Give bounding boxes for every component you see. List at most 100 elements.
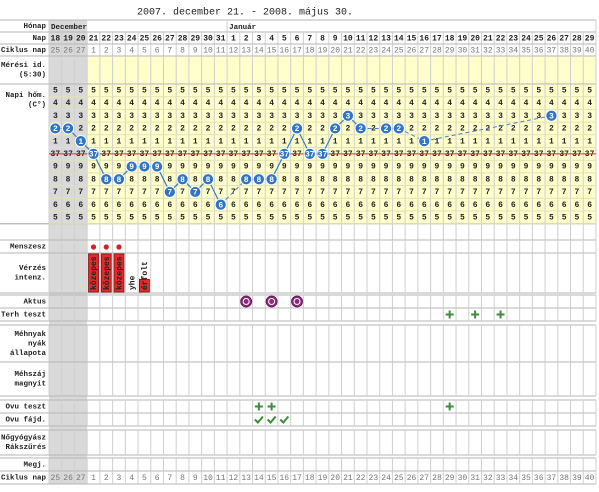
temp-cell: 7	[524, 188, 529, 197]
temp-cell: 6	[244, 201, 249, 210]
temp-cell: 6	[282, 201, 287, 210]
temp-cell: 6	[117, 201, 122, 210]
temp-cell: 7	[78, 188, 83, 197]
temp-cell: 8	[396, 175, 401, 184]
chart-title: 2007. december 21. - 2008. május 30.	[137, 7, 353, 19]
temp-cell: 37	[521, 150, 531, 159]
menses-dot	[90, 244, 97, 250]
cycle-day: 38	[559, 474, 569, 483]
temp-cell: 8	[409, 175, 414, 184]
temp-cell: 2	[460, 125, 465, 134]
temp-cell: 2	[129, 125, 134, 134]
temp-cell: 8	[549, 175, 554, 184]
cycle-day: 36	[534, 474, 544, 483]
cycle-day: 8	[180, 47, 185, 56]
temp-cell: 7	[180, 188, 185, 197]
temp-cell: 1	[409, 137, 414, 146]
row-label: Ciklus nap	[1, 474, 47, 482]
row-label: állapota	[10, 350, 47, 358]
temp-point	[418, 135, 431, 148]
day-number: 30	[203, 35, 213, 44]
temp-cell: 6	[142, 201, 147, 210]
temp-cell: 1	[66, 137, 71, 146]
temp-cell: 9	[358, 163, 363, 172]
temp-cell: 5	[231, 86, 236, 95]
temp-cell: 37	[190, 150, 200, 159]
temp-cell: 37	[267, 150, 277, 159]
temp-cell: 4	[231, 99, 236, 108]
temp-point-label: 8	[244, 176, 249, 185]
temp-cell: 1	[574, 137, 579, 146]
temp-cell: 1	[104, 137, 109, 146]
temp-cell: 4	[180, 99, 185, 108]
cycle-day: 29	[445, 474, 455, 483]
temp-cell: 1	[180, 137, 185, 146]
row-label: magnyit	[14, 381, 46, 389]
temp-cell: 9	[562, 163, 567, 172]
temp-point	[545, 109, 558, 122]
temp-point	[290, 122, 304, 135]
temp-cell: 37	[254, 150, 264, 159]
temp-cell: 5	[384, 213, 389, 222]
temp-cell: 37	[216, 150, 226, 159]
day-number: 4	[269, 35, 274, 44]
temp-point	[329, 122, 342, 135]
temp-cell: 5	[371, 86, 376, 95]
cycle-day: 39	[572, 47, 582, 56]
temp-cell: 7	[498, 188, 503, 197]
cycle-day: 1	[91, 47, 96, 56]
cycle-day: 33	[496, 474, 506, 483]
cycle-day: 14	[254, 474, 264, 483]
temp-cell: 5	[206, 213, 211, 222]
temp-cell: 3	[409, 112, 414, 121]
cycle-day: 8	[180, 474, 185, 483]
temp-cell: 1	[396, 137, 401, 146]
temp-point	[112, 173, 126, 186]
temp-cell: 7	[269, 188, 274, 197]
temp-cell: 3	[129, 112, 134, 121]
temp-cell: 5	[574, 86, 579, 95]
cycle-day: 31	[470, 474, 480, 483]
temp-cell: 4	[587, 99, 592, 108]
temp-cell: 5	[587, 86, 592, 95]
temp-point	[163, 185, 176, 199]
day-number: 17	[432, 35, 442, 44]
temp-cell: 5	[269, 86, 274, 95]
temp-cell: 5	[435, 213, 440, 222]
temp-cell: 1	[435, 137, 440, 146]
day-number: 28	[178, 35, 188, 44]
cycle-day: 5	[142, 474, 147, 483]
temp-cell: 5	[167, 213, 172, 222]
temp-cell: 6	[358, 201, 363, 210]
temp-cell: 37	[432, 150, 442, 159]
temp-cell: 7	[53, 188, 58, 197]
temp-cell: 6	[409, 201, 414, 210]
temp-cell: 3	[206, 112, 211, 121]
temp-cell: 4	[320, 99, 325, 108]
temp-cell: 2	[91, 125, 96, 134]
temp-cell: 9	[269, 163, 274, 172]
temp-cell: 2	[473, 125, 478, 134]
bleeding-bar	[138, 278, 150, 293]
temp-cell: 2	[536, 125, 541, 134]
temp-cell: 7	[346, 188, 351, 197]
temp-point	[240, 173, 253, 186]
temp-cell: 3	[193, 112, 198, 121]
temp-cell: 4	[422, 99, 427, 108]
temp-cell: 8	[129, 175, 134, 184]
temp-cell: 5	[333, 86, 338, 95]
temp-cell: 9	[91, 163, 96, 172]
temp-cell: 3	[333, 112, 338, 121]
temp-cell: 7	[320, 188, 325, 197]
cycle-day: 28	[432, 474, 442, 483]
temp-cell: 5	[66, 213, 71, 222]
temp-cell: 4	[435, 99, 440, 108]
temp-cell: 5	[282, 213, 287, 222]
temp-point	[100, 173, 113, 186]
temp-cell: 8	[447, 175, 452, 184]
temp-cell: 3	[295, 112, 300, 121]
temp-cell: 1	[346, 137, 351, 146]
temp-cell: 2	[524, 125, 529, 134]
temp-cell: 37	[241, 150, 251, 159]
temp-cell: 3	[562, 112, 567, 121]
